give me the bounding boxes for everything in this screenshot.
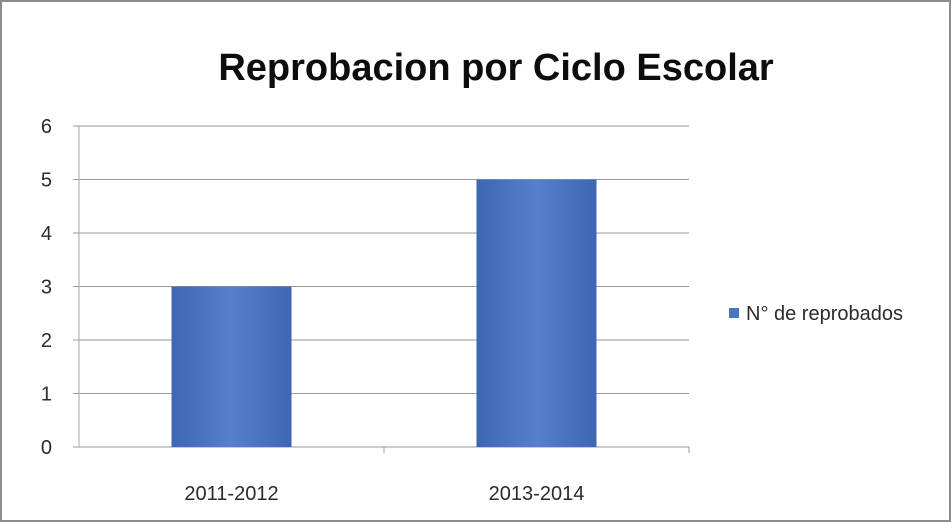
y-tick-label: 2 xyxy=(41,330,52,352)
legend-swatch xyxy=(729,308,739,318)
y-tick-label: 3 xyxy=(41,277,52,299)
gridlines xyxy=(73,125,689,448)
y-tick-label: 6 xyxy=(41,116,52,138)
chart-title: Reprobacion por Ciclo Escolar xyxy=(218,47,774,89)
x-axis-ticks: 2011-2012 2013-2014 xyxy=(184,447,690,505)
x-tick-label: 2011-2012 xyxy=(184,483,278,505)
legend-label: N° de reprobados xyxy=(746,303,903,325)
y-tick-label: 1 xyxy=(41,384,52,406)
bar-2013-2014 xyxy=(476,179,597,447)
y-axis-ticks: 0 1 2 3 4 5 6 xyxy=(41,116,52,459)
x-tick-label: 2013-2014 xyxy=(489,483,585,505)
y-tick-label: 5 xyxy=(41,170,52,192)
legend: N° de reprobados xyxy=(729,303,903,325)
bars xyxy=(171,179,597,447)
y-tick-label: 0 xyxy=(41,437,52,459)
bar-2011-2012 xyxy=(171,286,292,447)
y-tick-label: 4 xyxy=(41,223,52,245)
